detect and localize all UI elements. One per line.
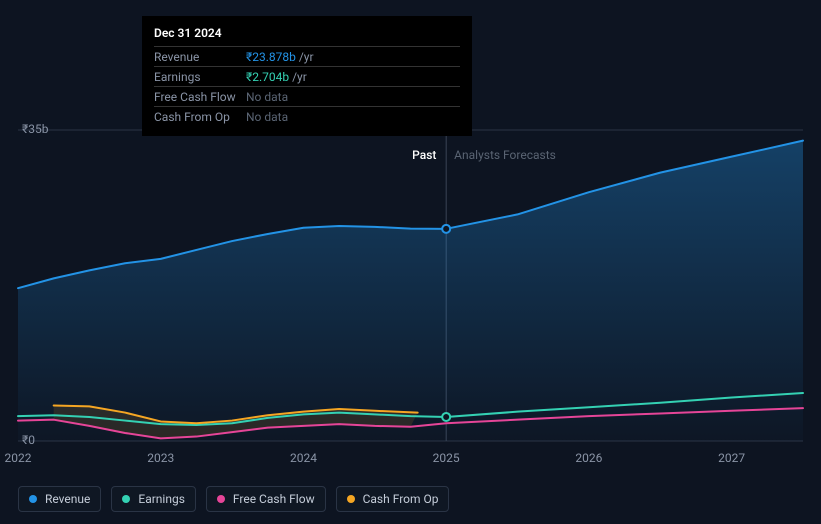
past-region-label: Past — [412, 148, 436, 162]
tooltip-row-value: No data — [246, 90, 288, 104]
tooltip-row-value: No data — [246, 110, 288, 124]
tooltip-row: Cash From OpNo data — [154, 106, 460, 126]
chart-legend: Revenue Earnings Free Cash Flow Cash From O… — [18, 486, 449, 512]
x-axis-tick-label: 2027 — [718, 451, 745, 465]
tooltip-row-value: ₹23.878b — [246, 50, 296, 64]
x-axis-tick-label: 2023 — [147, 451, 174, 465]
tooltip-row-unit: /yr — [292, 70, 307, 84]
legend-swatch — [29, 495, 37, 503]
financials-chart: Dec 31 2024 Revenue₹23.878b/yrEarnings₹2… — [0, 0, 821, 524]
legend-label: Cash From Op — [363, 492, 439, 506]
tooltip-row-label: Cash From Op — [154, 110, 246, 124]
tooltip-row-label: Free Cash Flow — [154, 90, 246, 104]
tooltip-row: Revenue₹23.878b/yr — [154, 46, 460, 66]
tooltip-row-label: Earnings — [154, 70, 246, 84]
legend-item-revenue[interactable]: Revenue — [18, 486, 101, 512]
chart-tooltip: Dec 31 2024 Revenue₹23.878b/yrEarnings₹2… — [142, 16, 472, 136]
tooltip-row: Free Cash FlowNo data — [154, 86, 460, 106]
legend-item-earnings[interactable]: Earnings — [111, 486, 196, 512]
x-axis-tick-label: 2026 — [575, 451, 602, 465]
x-axis-tick-label: 2025 — [433, 451, 460, 465]
x-axis-tick-label: 2024 — [290, 451, 317, 465]
legend-label: Earnings — [138, 492, 185, 506]
legend-item-fcf[interactable]: Free Cash Flow — [206, 486, 326, 512]
legend-label: Free Cash Flow — [233, 492, 315, 506]
x-axis-tick-label: 2022 — [5, 451, 32, 465]
tooltip-row-unit: /yr — [299, 50, 314, 64]
tooltip-row-label: Revenue — [154, 50, 246, 64]
legend-label: Revenue — [45, 492, 90, 506]
forecast-region-label: Analysts Forecasts — [454, 148, 556, 162]
tooltip-date: Dec 31 2024 — [154, 26, 460, 40]
legend-swatch — [217, 495, 225, 503]
y-axis-tick-label: ₹0 — [22, 433, 35, 447]
y-axis-tick-label: ₹35b — [22, 122, 48, 136]
legend-swatch — [347, 495, 355, 503]
tooltip-row-value: ₹2.704b — [246, 70, 289, 84]
legend-swatch — [122, 495, 130, 503]
tooltip-row: Earnings₹2.704b/yr — [154, 66, 460, 86]
legend-item-cfo[interactable]: Cash From Op — [336, 486, 450, 512]
